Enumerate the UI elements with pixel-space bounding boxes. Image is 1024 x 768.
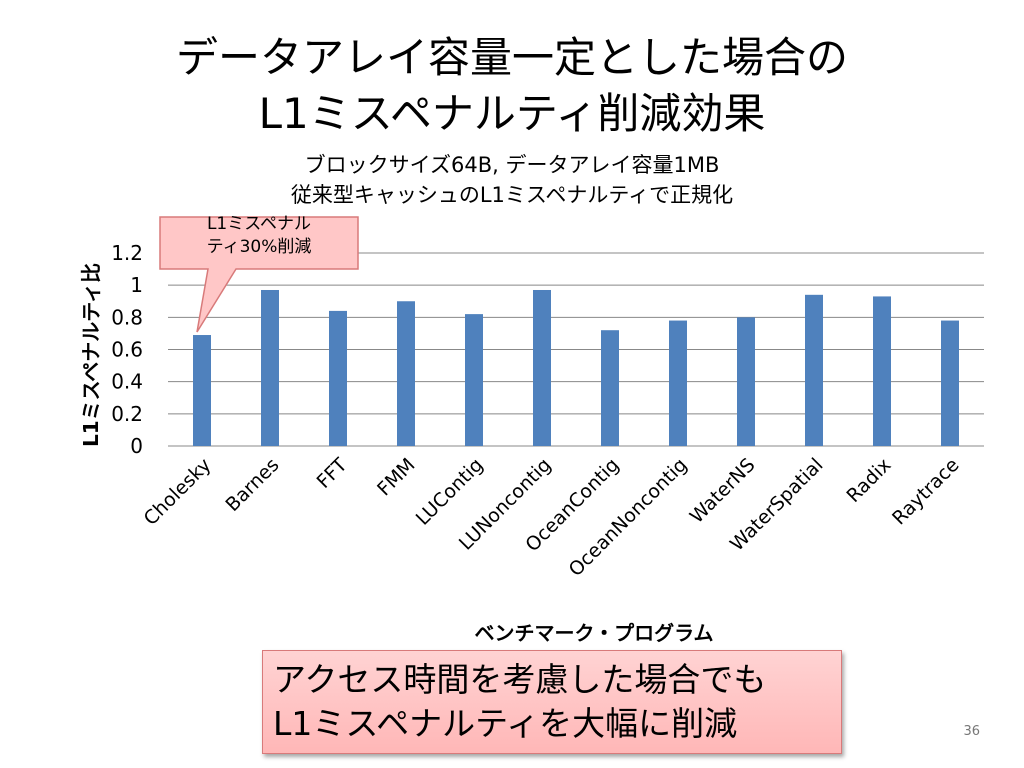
conclusion-line2: L1ミスペナルティを大幅に削減 — [273, 704, 738, 743]
y-tick-label: 1 — [130, 273, 143, 297]
x-tick-label: FMM — [373, 454, 419, 500]
grid-lines — [168, 252, 984, 447]
bar-raytrace — [941, 320, 959, 446]
bar-waterspatial — [805, 294, 823, 446]
y-tick-labels: 0 0.2 0.4 0.6 0.8 1 1.2 — [111, 241, 143, 458]
bar-lucontig — [465, 314, 483, 446]
bar-waterns — [737, 317, 755, 446]
slide-title: データアレイ容量一定とした場合の L1ミスペナルティ削減効果 — [0, 30, 1024, 142]
y-axis-label: L1ミスペナルティ比 — [79, 263, 103, 447]
callout-shape — [159, 216, 359, 333]
y-tick-label: 0.8 — [111, 305, 143, 329]
x-tick-label: Cholesky — [140, 454, 216, 530]
chart-subtitle-line1: ブロックサイズ64B, データアレイ容量1MB — [304, 153, 720, 177]
conclusion-line1: アクセス時間を考慮した場合でも — [273, 660, 767, 699]
x-tick-label: FFT — [313, 454, 352, 493]
bar-barnes — [261, 289, 279, 446]
slide-title-line2: L1ミスペナルティ削減効果 — [258, 89, 766, 138]
x-tick-labels: Cholesky Barnes FFT FMMLUContigLUNoncontigO… — [140, 454, 964, 581]
y-tick-label: 0.2 — [111, 402, 143, 426]
bar-lunoncontig — [533, 289, 551, 446]
y-tick-label: 0.4 — [111, 370, 143, 394]
bar-oceannoncontig — [669, 320, 687, 446]
slide-title-line1: データアレイ容量一定とした場合の — [175, 33, 848, 82]
bar-fft — [329, 310, 347, 446]
x-tick-label: OceanNoncontig — [565, 454, 692, 581]
y-tick-label: 1.2 — [111, 241, 143, 265]
x-tick-label: Barnes — [221, 454, 283, 516]
page-number: 36 — [963, 724, 980, 739]
x-tick-label: Raytrace — [888, 454, 963, 529]
callout-line1: L1ミスペナル — [206, 214, 312, 234]
bar-oceancontig — [601, 330, 619, 446]
x-tick-label: Radix — [842, 454, 895, 507]
bar-radix — [873, 296, 891, 446]
conclusion-box: アクセス時間を考慮した場合でも L1ミスペナルティを大幅に削減 — [262, 650, 842, 754]
bar-fmm — [397, 301, 415, 446]
bars — [193, 289, 959, 446]
callout-line2: ティ30%削減 — [206, 237, 312, 257]
chart-subtitle-line2: 従来型キャッシュのL1ミスペナルティで正規化 — [290, 183, 734, 207]
bar-cholesky — [193, 335, 211, 446]
y-tick-label: 0.6 — [111, 338, 143, 362]
y-tick-label: 0 — [130, 434, 143, 458]
x-axis-label: ベンチマーク・プログラム — [475, 621, 714, 645]
callout-text: L1ミスペナル ティ30%削減 — [160, 213, 358, 259]
